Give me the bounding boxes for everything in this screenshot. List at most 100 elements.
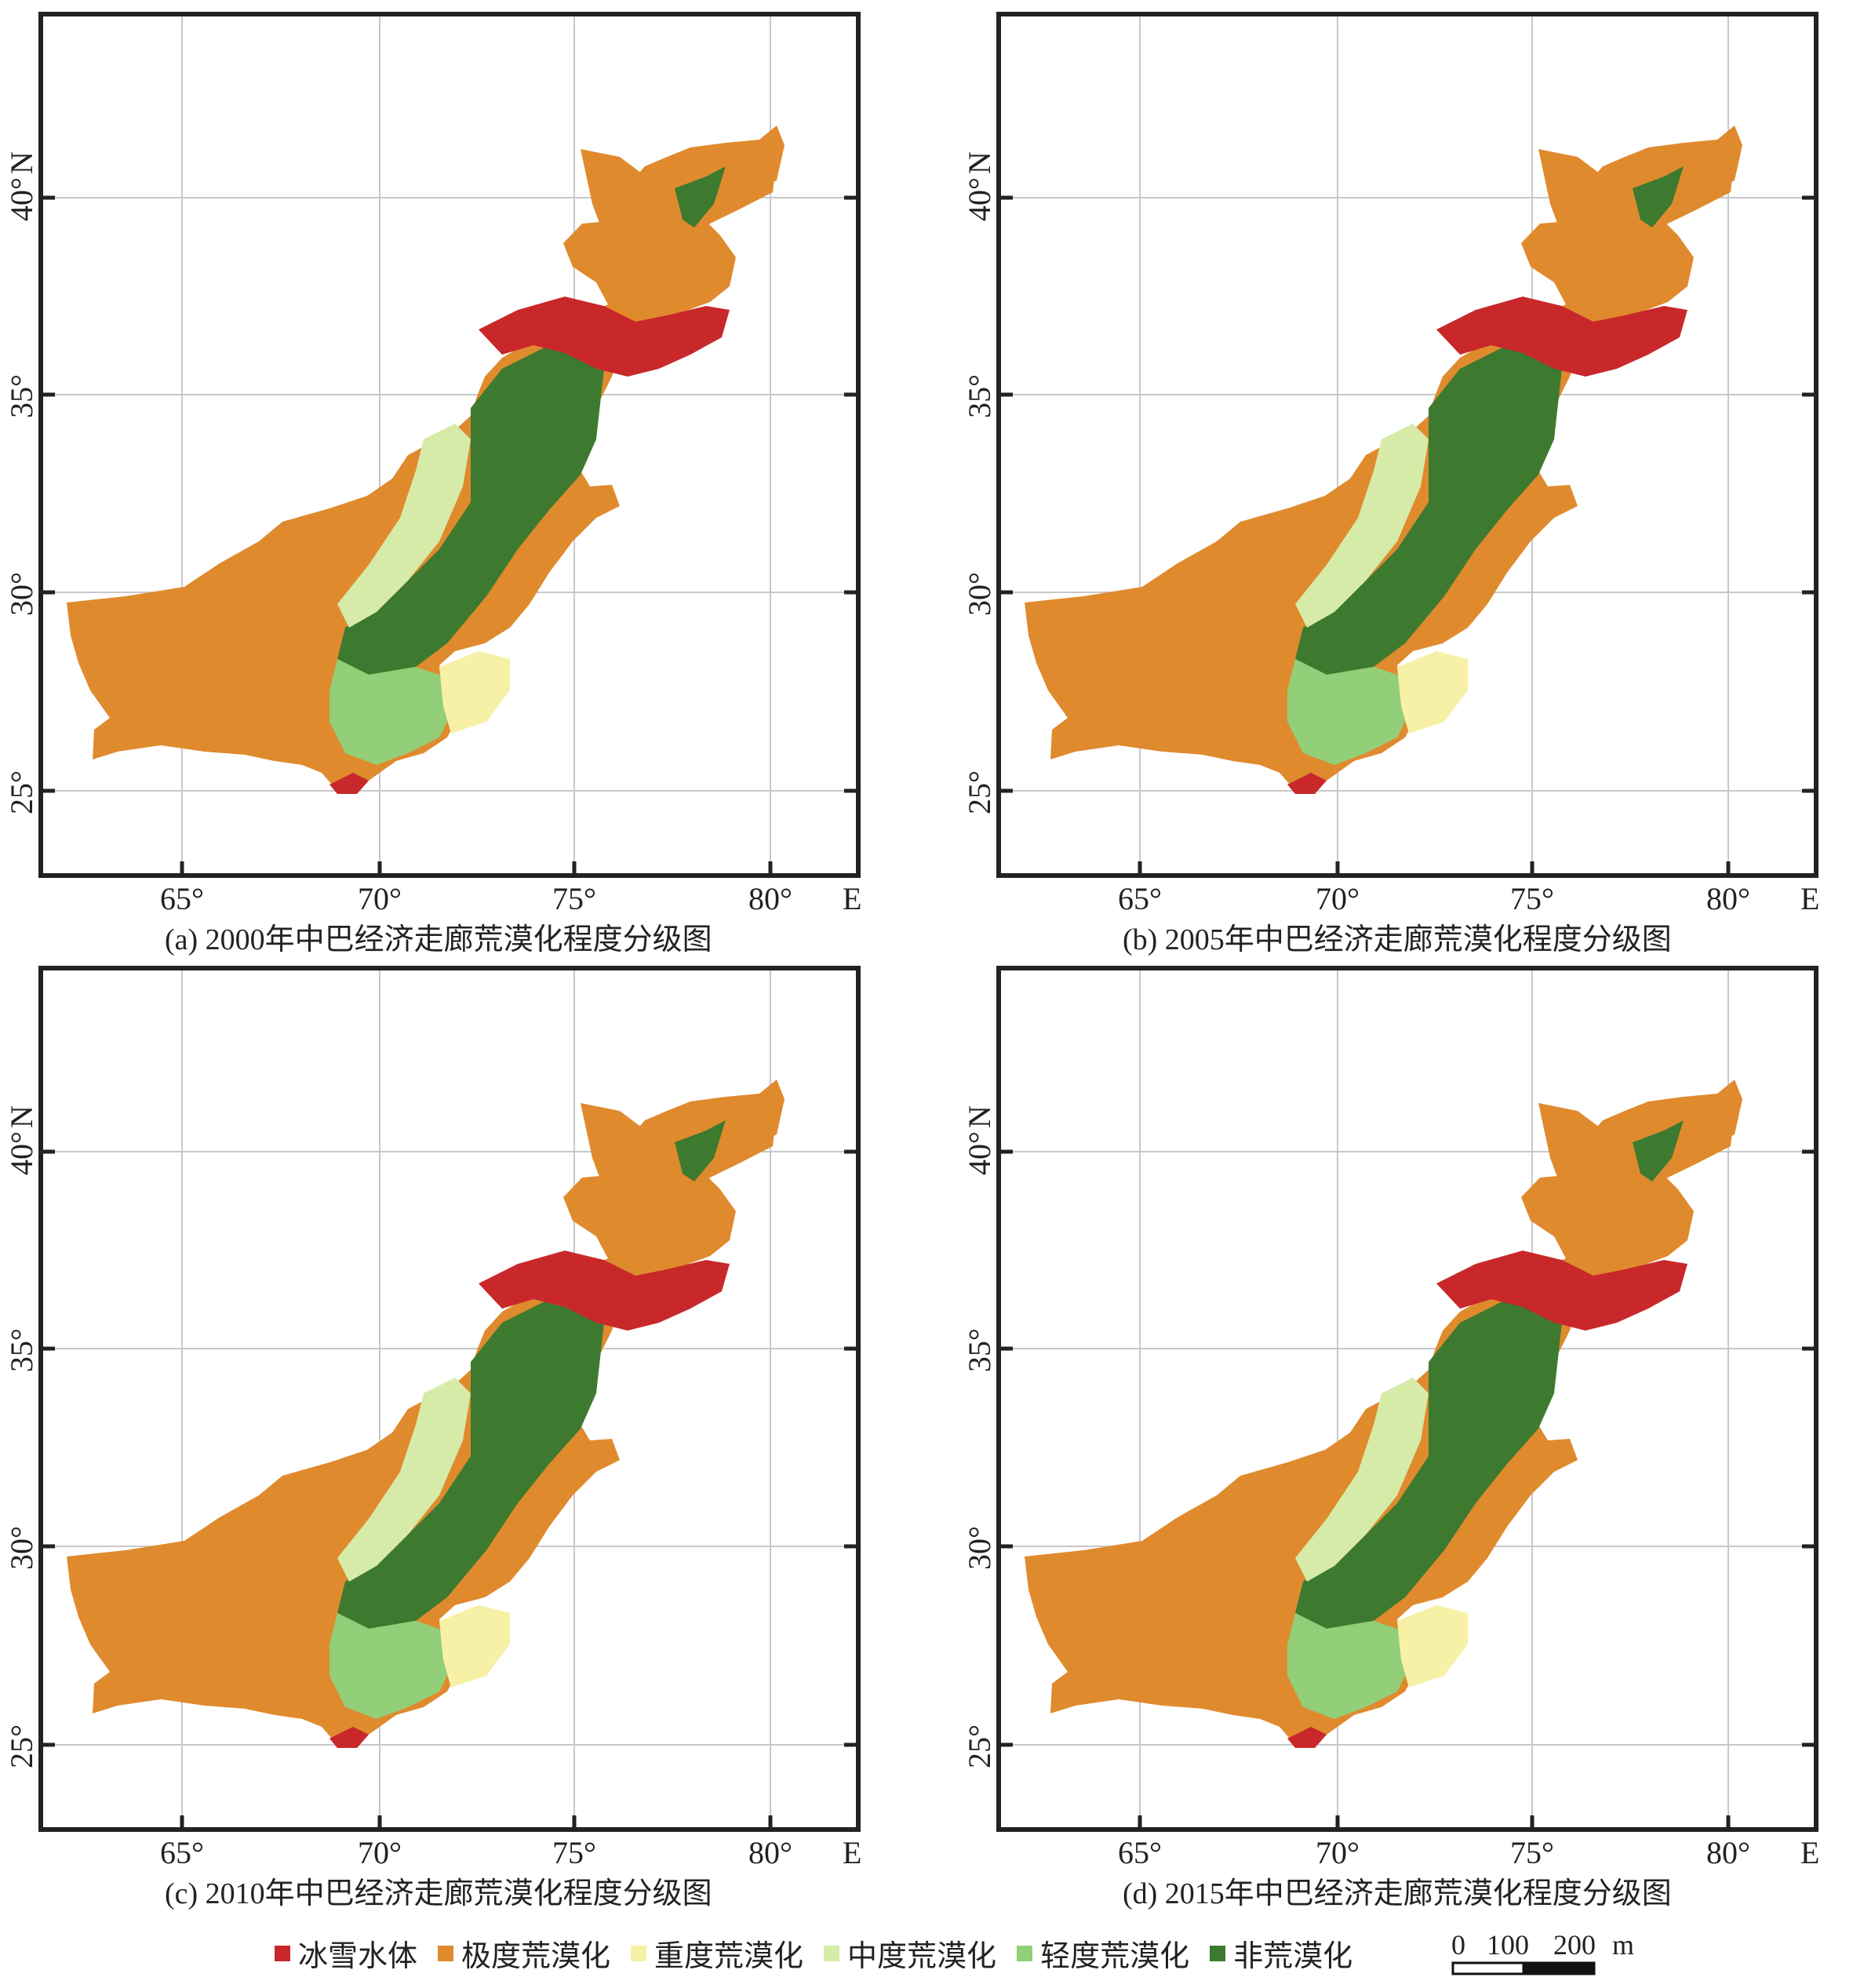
panel-caption: (c) 2010年中巴经济走廊荒漠化程度分级图: [165, 1877, 712, 1910]
x-tick-label: 65°: [1118, 1835, 1162, 1870]
class-zone: [675, 1120, 726, 1182]
class-zone: [581, 149, 777, 275]
scale-label-100: 100: [1487, 1929, 1529, 1961]
y-tick-label: 40°: [4, 177, 39, 221]
class-zone: [329, 659, 455, 765]
legend-item: 轻度荒漠化: [1017, 1932, 1189, 1975]
legend-swatch: [1017, 1945, 1033, 1961]
class-zone: [1295, 322, 1562, 675]
map-svg: [996, 12, 1818, 878]
y-unit-label: N: [962, 151, 997, 174]
legend-item: 重度荒漠化: [631, 1932, 803, 1975]
map-frame: [996, 966, 1818, 1832]
legend-swatch: [1210, 1945, 1226, 1961]
x-tick-label: 80°: [1706, 1835, 1750, 1870]
class-zone: [1436, 297, 1687, 377]
y-unit-label: N: [4, 151, 39, 174]
scale-bar-graphic: [1451, 1961, 1596, 1975]
x-unit-label: E: [843, 1835, 862, 1870]
y-tick-label: 35°: [4, 1328, 39, 1372]
legend-item: 非荒漠化: [1210, 1932, 1352, 1975]
y-tick-label: 30°: [4, 1526, 39, 1570]
y-tick-label: 35°: [4, 374, 39, 418]
legend-swatch: [438, 1945, 454, 1961]
y-tick-label: 40°: [962, 1131, 997, 1175]
class-zone: [1633, 1120, 1684, 1182]
class-zone: [581, 1103, 777, 1229]
map-svg: [38, 12, 861, 878]
legend-item: 极度荒漠化: [438, 1932, 610, 1975]
y-tick-label: 40°: [962, 177, 997, 221]
class-zone: [1538, 149, 1735, 275]
scale-bar: 0 100 200 m: [1451, 1928, 1634, 1975]
x-tick-label: 65°: [1118, 881, 1162, 916]
legend-label: 轻度荒漠化: [1040, 1940, 1190, 1973]
y-tick-label: 30°: [962, 572, 997, 616]
scale-label-0: 0: [1451, 1929, 1465, 1961]
class-zone: [329, 773, 369, 794]
x-tick-label: 70°: [1316, 1835, 1360, 1870]
class-zone: [337, 322, 604, 675]
map-frame: [996, 12, 1818, 878]
class-zone: [1295, 1276, 1562, 1629]
x-tick-label: 75°: [552, 881, 596, 916]
map-frame: [38, 12, 861, 878]
x-tick-label: 75°: [552, 1835, 596, 1870]
class-zone: [1295, 424, 1429, 628]
legend-label: 中度荒漠化: [847, 1940, 997, 1973]
map-panel-d: 65° 70° 75° 80° E 25° 30° 35° 40° N (d) 2015年中巴经济走…: [958, 954, 1853, 1911]
legend-swatch: [275, 1945, 290, 1961]
class-zone: [1436, 1251, 1687, 1331]
panel-caption: (b) 2005年中巴经济走廊荒漠化程度分级图: [1123, 923, 1672, 956]
y-unit-label: N: [4, 1105, 39, 1128]
map-panel-b: 65° 70° 75° 80° E 25° 30° 35° 40° N (b) 2005年中巴经济走…: [958, 0, 1853, 957]
x-tick-label: 70°: [358, 881, 402, 916]
scale-unit: m: [1612, 1929, 1635, 1961]
map-frame: [38, 966, 861, 1832]
class-zone: [439, 1605, 510, 1688]
x-tick-label: 75°: [1510, 1835, 1554, 1870]
x-tick-label: 75°: [1510, 881, 1554, 916]
class-zone: [1397, 651, 1468, 734]
class-zone: [439, 651, 510, 734]
class-zone: [479, 297, 730, 377]
x-tick-label: 80°: [748, 1835, 792, 1870]
class-zone: [337, 1378, 471, 1582]
y-tick-label: 35°: [962, 1328, 997, 1372]
y-tick-label: 25°: [962, 770, 997, 814]
class-zone: [337, 424, 471, 628]
panel-caption: (d) 2015年中巴经济走廊荒漠化程度分级图: [1123, 1877, 1672, 1910]
class-zone: [1287, 1613, 1413, 1719]
x-tick-label: 70°: [1316, 881, 1360, 916]
x-unit-label: E: [843, 881, 862, 916]
legend-item: 冰雪水体: [275, 1932, 417, 1975]
class-zone: [1397, 1605, 1468, 1688]
x-unit-label: E: [1800, 881, 1820, 916]
legend-label: 冰雪水体: [298, 1940, 418, 1973]
map-svg: [38, 966, 861, 1832]
x-tick-label: 65°: [160, 881, 204, 916]
class-zone: [675, 166, 726, 228]
scale-label-200: 200: [1553, 1929, 1596, 1961]
x-tick-label: 80°: [1706, 881, 1750, 916]
class-zone: [1295, 1378, 1429, 1582]
map-panel-a: 65° 70° 75° 80° E 25° 30° 35° 40° N (a) 2000年中巴经济走…: [0, 0, 926, 957]
y-tick-label: 25°: [4, 1724, 39, 1768]
class-zone: [479, 1251, 730, 1331]
class-zone: [1287, 659, 1413, 765]
class-zone: [1633, 166, 1684, 228]
map-panel-c: 65° 70° 75° 80° E 25° 30° 35° 40° N (c) 2010年中巴经济走…: [0, 954, 926, 1911]
x-tick-label: 70°: [358, 1835, 402, 1870]
y-tick-label: 35°: [962, 374, 997, 418]
y-tick-label: 25°: [4, 770, 39, 814]
map-svg: [996, 966, 1818, 1832]
legend-swatch: [824, 1945, 840, 1961]
x-tick-label: 80°: [748, 881, 792, 916]
y-tick-label: 25°: [962, 1724, 997, 1768]
class-zone: [1287, 1727, 1327, 1748]
y-tick-label: 30°: [962, 1526, 997, 1570]
legend-item: 中度荒漠化: [824, 1932, 996, 1975]
class-zone: [329, 1613, 455, 1719]
x-tick-label: 65°: [160, 1835, 204, 1870]
legend-swatch: [631, 1945, 647, 1961]
